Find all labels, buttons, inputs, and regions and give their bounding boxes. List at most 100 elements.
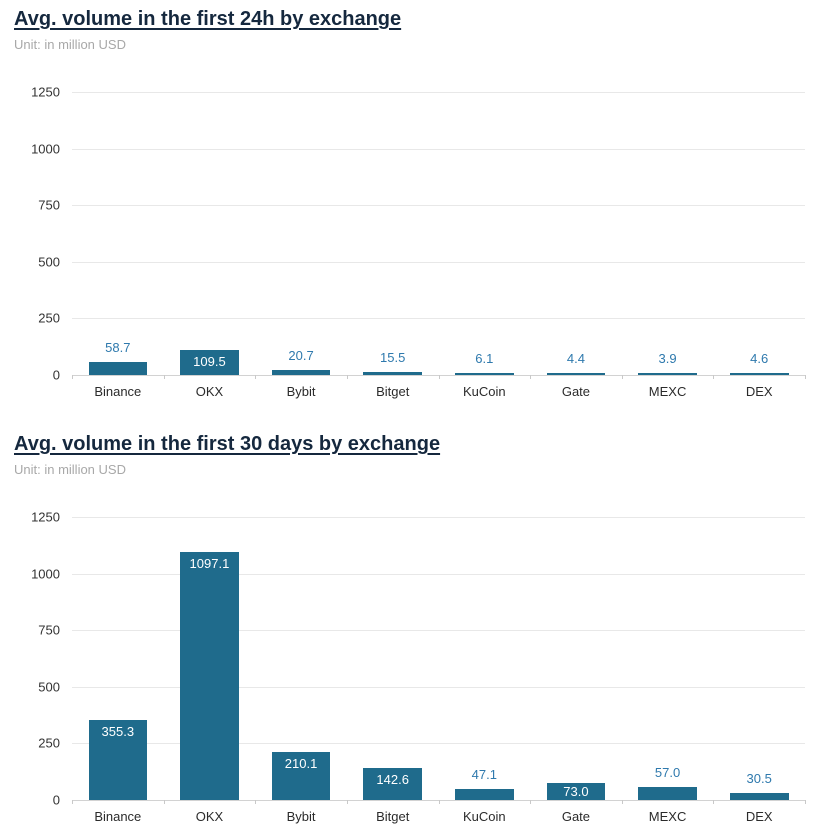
bar-slot-okx: 109.5 <box>164 350 256 375</box>
bar-row: 58.7 109.5 20.7 15.5 6.1 4.4 3.9 4.6 <box>72 92 805 375</box>
x-axis-tick <box>163 800 165 804</box>
gridline <box>72 573 805 575</box>
x-axis-tick <box>621 375 623 379</box>
bar-value-label: 47.1 <box>471 767 497 783</box>
bar-bybit[interactable] <box>271 370 331 375</box>
bar-dex[interactable] <box>729 793 789 800</box>
bar-slot-bybit: 210.1 <box>255 752 347 800</box>
y-axis-tick-label: 250 <box>38 735 60 751</box>
x-axis-label-bitget: Bitget <box>376 384 410 399</box>
x-axis-label-mexc: MEXC <box>648 809 687 824</box>
y-axis-tick-label: 500 <box>38 254 60 270</box>
bar-slot-gate: 4.4 <box>530 351 622 375</box>
plot-area-30d: 0 250 500 750 1000 1250 355.3 1097.1 210.1 142.6 4… <box>14 510 821 824</box>
gridline <box>72 517 805 518</box>
x-axis-tick <box>805 800 806 804</box>
bar-slot-mexc: 57.0 <box>622 765 714 800</box>
y-axis-tick-label: 500 <box>38 679 60 695</box>
bar-value-label: 58.7 <box>105 339 131 355</box>
bar-slot-kucoin: 6.1 <box>439 351 531 375</box>
gridline <box>72 148 805 150</box>
y-axis-tick-label: 750 <box>38 197 60 213</box>
x-axis-tick <box>255 800 257 804</box>
x-axis-tick <box>438 800 440 804</box>
bar-value-label: 15.5 <box>380 349 406 365</box>
x-axis-label-bybit: Bybit <box>286 384 316 399</box>
x-axis-label-mexc: MEXC <box>648 384 687 399</box>
bar-value-label: 30.5 <box>746 771 772 787</box>
x-axis-label-okx: OKX <box>195 809 224 824</box>
x-axis-tick <box>438 375 440 379</box>
bar-mexc[interactable] <box>638 373 697 375</box>
y-axis-tick-label: 0 <box>52 792 60 808</box>
bar-gate[interactable] <box>546 783 606 800</box>
x-axis-labels: Binance OKX Bybit Bitget KuCoin Gate MEXC DEX <box>72 809 805 824</box>
x-axis-label-binance: Binance <box>94 809 142 824</box>
gridline <box>72 630 805 632</box>
x-axis-label-okx: OKX <box>195 384 224 399</box>
gridline <box>72 743 805 745</box>
plot-grid: 0 250 500 750 1000 1250 58.7 109.5 20.7 15.5 6.1 4.… <box>31 85 806 383</box>
bar-row: 355.3 1097.1 210.1 142.6 47.1 73.0 57.0 30.5 <box>72 517 805 800</box>
bar-binance[interactable] <box>88 719 148 800</box>
x-axis-tick <box>255 375 257 379</box>
x-axis-tick <box>163 375 165 379</box>
x-axis-tick <box>346 375 348 379</box>
bar-bybit[interactable] <box>271 752 331 800</box>
x-axis-label-kucoin: KuCoin <box>462 384 506 399</box>
bar-value-label: 20.7 <box>288 348 314 364</box>
bar-gate[interactable] <box>546 373 606 375</box>
x-axis-label-dex: DEX <box>745 809 773 824</box>
bar-kucoin[interactable] <box>455 789 514 800</box>
x-axis-tick <box>621 800 623 804</box>
gridline <box>72 261 805 263</box>
x-axis-tick <box>805 375 806 379</box>
bar-slot-dex: 30.5 <box>713 771 805 800</box>
x-axis-label-binance: Binance <box>94 384 142 399</box>
chart-section-24h: Avg. volume in the first 24h by exchange… <box>14 8 821 399</box>
bar-kucoin[interactable] <box>455 373 514 375</box>
chart-title-30d[interactable]: Avg. volume in the first 30 days by exch… <box>14 433 441 455</box>
x-axis-label-bybit: Bybit <box>286 809 316 824</box>
x-axis-label-bitget: Bitget <box>376 809 410 824</box>
bar-binance[interactable] <box>88 361 148 375</box>
y-axis-tick-label: 1250 <box>31 84 60 100</box>
bar-bitget[interactable] <box>363 371 422 375</box>
bar-slot-dex: 4.6 <box>713 351 805 375</box>
bar-dex[interactable] <box>729 373 789 375</box>
gridline <box>72 686 805 688</box>
x-axis-tick <box>346 800 348 804</box>
bar-value-label: 57.0 <box>654 765 681 781</box>
bar-slot-mexc: 3.9 <box>622 351 714 375</box>
x-axis-labels: Binance OKX Bybit Bitget KuCoin Gate MEXC DEX <box>72 384 805 399</box>
y-axis-tick-label: 1000 <box>31 566 60 582</box>
y-axis-tick-label: 0 <box>52 367 60 383</box>
y-axis-tick-label: 750 <box>38 622 60 638</box>
bar-okx[interactable] <box>180 551 239 800</box>
plot-area-24h: 0 250 500 750 1000 1250 58.7 109.5 20.7 15.5 6.1 4.… <box>14 85 821 399</box>
gridline <box>72 205 805 207</box>
chart-subtitle-30d: Unit: in million USD <box>14 462 126 477</box>
chart-title-24h[interactable]: Avg. volume in the first 24h by exchange <box>14 8 402 30</box>
bar-value-label: 4.6 <box>750 351 769 366</box>
x-axis-label-kucoin: KuCoin <box>462 809 506 824</box>
y-axis-tick-label: 1250 <box>31 509 60 525</box>
x-axis-tick <box>713 375 715 379</box>
bar-slot-bitget: 15.5 <box>347 350 439 375</box>
y-axis-tick-label: 250 <box>38 310 60 326</box>
bar-mexc[interactable] <box>638 787 697 800</box>
gridline <box>72 318 805 320</box>
x-axis-label-gate: Gate <box>561 809 591 824</box>
plot-grid: 0 250 500 750 1000 1250 355.3 1097.1 210.1 142.6 4… <box>31 510 806 808</box>
x-axis-tick <box>530 375 532 379</box>
chart-subtitle-24h: Unit: in million USD <box>14 37 126 52</box>
gridline <box>72 92 805 93</box>
x-axis-tick <box>72 800 73 804</box>
bar-value-label: 6.1 <box>475 351 494 366</box>
x-axis-label-dex: DEX <box>745 384 773 399</box>
bar-bitget[interactable] <box>363 767 422 800</box>
bar-okx[interactable] <box>180 350 239 375</box>
x-axis-tick <box>713 800 715 804</box>
x-axis-tick <box>530 800 532 804</box>
